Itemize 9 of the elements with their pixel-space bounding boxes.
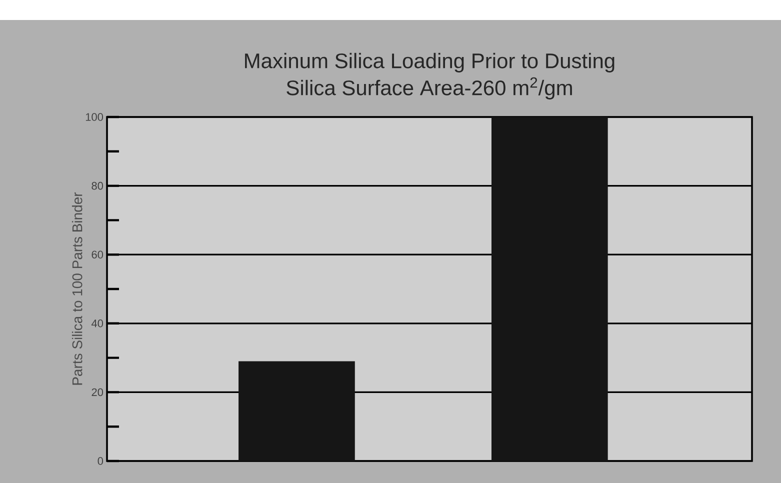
y-tick-label: 40: [91, 320, 104, 328]
chart-subtitle: Silica Surface Area-260 m$^{2}$/gm: [286, 77, 572, 100]
y-tick-label: 80: [92, 182, 104, 190]
y-axis-title: Parts Silica to 100 Parts Binder: [72, 192, 82, 385]
chart-title: Maxinum Silica Loading Prior to Dusting: [245, 52, 614, 72]
y-tick-label: 100: [86, 113, 104, 121]
y-tick-label: 60: [92, 250, 104, 258]
y-tick-label: 0: [98, 457, 104, 465]
y-tick-label: 20: [92, 388, 104, 396]
